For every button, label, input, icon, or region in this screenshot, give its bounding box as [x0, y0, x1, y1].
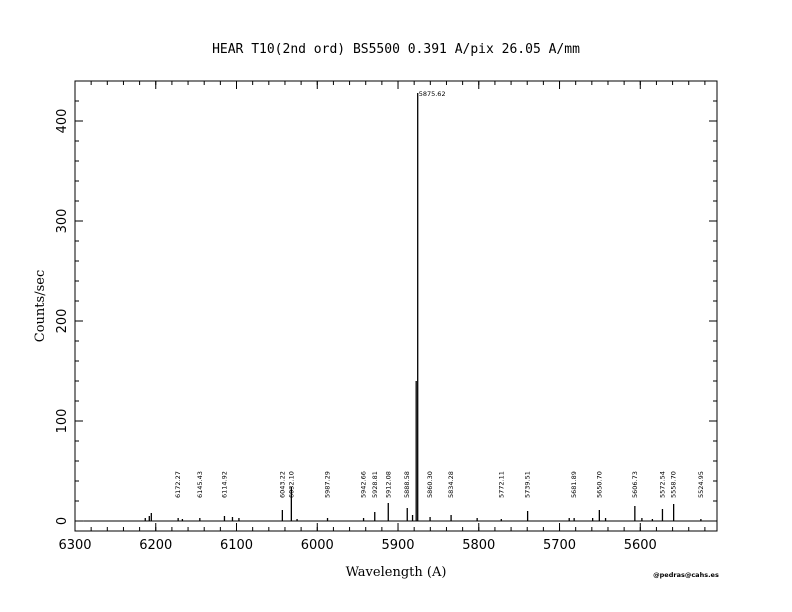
line-label: 5739.51: [524, 471, 532, 498]
x-tick-label: 6200: [139, 538, 172, 553]
x-tick-label: 6000: [301, 538, 334, 553]
line-label: 6145.43: [196, 471, 204, 498]
y-tick-label: 100: [55, 409, 70, 434]
line-label: 5928.81: [371, 471, 379, 498]
line-label: 5524.95: [697, 471, 705, 498]
x-tick-label: 5700: [543, 538, 576, 553]
chart-title: HEAR T10(2nd ord) BS5500 0.391 A/pix 26.…: [212, 42, 580, 57]
spectrum-lines: [144, 93, 702, 521]
line-label: 5558.70: [670, 471, 678, 498]
x-tick-label: 5600: [624, 538, 657, 553]
line-label: 5834.28: [447, 471, 455, 498]
line-label: 6114.92: [220, 471, 228, 498]
x-axis-ticks: 6300 6200 6100 6000 5900 5800 5700 5600: [58, 81, 657, 553]
line-label: 5772.11: [497, 471, 505, 498]
line-label: 5572.54: [658, 471, 666, 498]
y-tick-label: 200: [55, 309, 70, 334]
line-label: 5650.70: [595, 471, 603, 498]
x-tick-label: 5900: [381, 538, 414, 553]
x-axis-label: Wavelength (A): [346, 565, 447, 580]
line-label: 5942.66: [360, 471, 368, 498]
y-axis-label: Counts/sec: [33, 270, 48, 342]
x-tick-label: 6300: [58, 538, 91, 553]
y-tick-label: 0: [55, 517, 70, 525]
line-label: 5606.73: [631, 471, 639, 498]
line-label: 5888.58: [403, 471, 411, 498]
line-label: 5875.62: [419, 90, 446, 98]
y-minor-ticks: [75, 80, 717, 522]
plot-frame: [74, 80, 718, 532]
x-tick-label: 5800: [462, 538, 495, 553]
line-label: 5681.89: [570, 471, 578, 498]
y-tick-label: 300: [55, 209, 70, 234]
y-tick-label: 400: [55, 109, 70, 134]
credit-text: @pedras@cahs.es: [653, 571, 719, 579]
y-axis-ticks: 0 100 200 300 400: [55, 109, 717, 525]
line-label: 6032.10: [287, 471, 295, 498]
line-label: 6043.22: [278, 471, 286, 498]
x-tick-label: 6100: [220, 538, 253, 553]
line-label: 5912.08: [384, 471, 392, 498]
line-label: 5860.30: [426, 471, 434, 498]
x-minor-ticks: [74, 81, 706, 531]
line-label: 5987.29: [324, 471, 332, 498]
line-labels: 6172.27 6145.43 6114.92 6043.22 6032.10 5987.…: [174, 90, 705, 498]
line-label: 6172.27: [174, 471, 182, 498]
